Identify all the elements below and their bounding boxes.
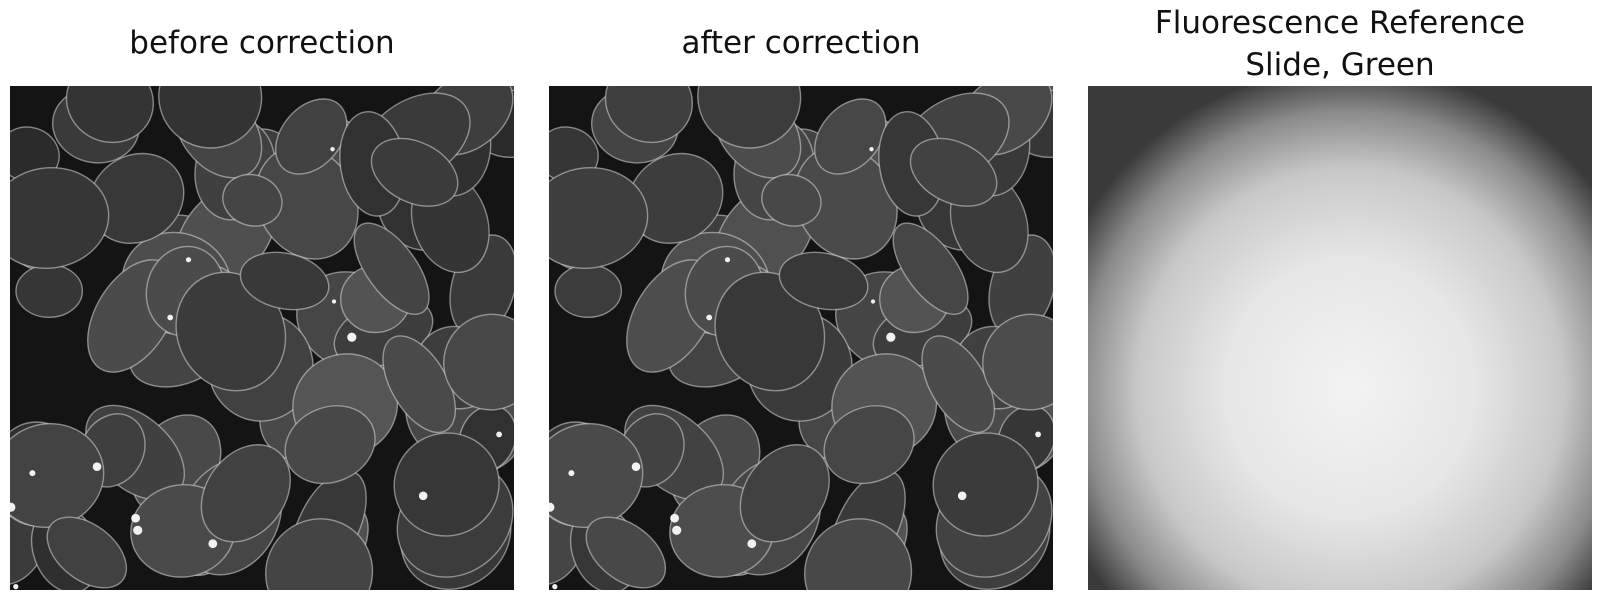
- after-cell-micrograph: [549, 86, 1053, 590]
- bright-spot: [957, 491, 967, 501]
- before-correction-title: before correction: [129, 25, 395, 61]
- bright-spot: [724, 257, 731, 263]
- bright-spot: [886, 332, 896, 342]
- cell-region: [585, 516, 667, 589]
- reference-title-line2: Slide, Green: [1245, 47, 1435, 83]
- bright-spot: [418, 491, 428, 501]
- cell-region: [46, 516, 128, 589]
- cell-region: [778, 251, 869, 311]
- bright-spot: [133, 525, 143, 535]
- bright-spot: [131, 513, 140, 523]
- after-correction-image: [549, 86, 1053, 590]
- cell-region: [382, 335, 457, 434]
- before-cell-micrograph: [10, 86, 514, 590]
- bright-spot: [347, 332, 357, 342]
- cell-region: [15, 263, 84, 319]
- bright-spot: [330, 147, 335, 152]
- reference-title-line1: Fluorescence Reference: [1154, 5, 1526, 41]
- bright-spot: [185, 257, 192, 263]
- bright-spot: [706, 314, 713, 321]
- cell-region: [697, 86, 802, 149]
- bright-spot: [568, 470, 575, 477]
- bright-spot: [208, 539, 218, 549]
- cell-region: [222, 173, 283, 227]
- bright-spot: [552, 584, 558, 590]
- cell-region: [65, 86, 155, 144]
- cell-region: [10, 167, 110, 269]
- cell-region: [982, 313, 1053, 411]
- bright-spot: [1035, 431, 1041, 438]
- reference-slide-image: [1088, 86, 1592, 590]
- cell-region: [393, 432, 500, 537]
- cell-region: [921, 335, 996, 434]
- bright-spot: [747, 539, 757, 549]
- cell-region: [443, 313, 514, 411]
- cell-region: [274, 98, 348, 175]
- bright-spot: [13, 584, 19, 590]
- cell-region: [909, 137, 998, 207]
- cell-region: [200, 444, 291, 543]
- bright-spot: [92, 462, 102, 472]
- cell-region: [804, 518, 913, 590]
- bright-spot: [631, 462, 641, 472]
- bright-spot: [672, 525, 682, 535]
- bright-spot: [870, 299, 876, 304]
- reference-slide-title: Fluorescence Reference Slide, Green: [1088, 2, 1592, 86]
- bright-spot: [670, 513, 679, 523]
- cell-region: [265, 518, 374, 590]
- bright-spot: [496, 431, 502, 438]
- cell-region: [353, 222, 430, 315]
- cell-region: [239, 251, 330, 311]
- before-correction-image: [10, 86, 514, 590]
- bright-spot: [869, 147, 874, 152]
- cell-region: [739, 444, 830, 543]
- bright-spot: [29, 470, 36, 477]
- bright-spot: [549, 502, 555, 512]
- cell-region: [892, 222, 969, 315]
- bright-spot: [331, 299, 337, 304]
- cell-region: [761, 173, 822, 227]
- cell-region: [549, 167, 649, 269]
- cell-region: [813, 98, 887, 175]
- cell-region: [158, 86, 263, 149]
- cell-region: [604, 86, 694, 144]
- cell-region: [932, 432, 1039, 537]
- cell-region: [554, 263, 623, 319]
- cell-region: [370, 137, 459, 207]
- after-correction-title: after correction: [681, 25, 921, 61]
- bright-spot: [167, 314, 174, 321]
- bright-spot: [10, 502, 16, 512]
